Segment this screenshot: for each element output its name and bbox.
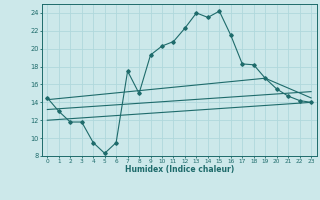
- X-axis label: Humidex (Indice chaleur): Humidex (Indice chaleur): [124, 165, 234, 174]
